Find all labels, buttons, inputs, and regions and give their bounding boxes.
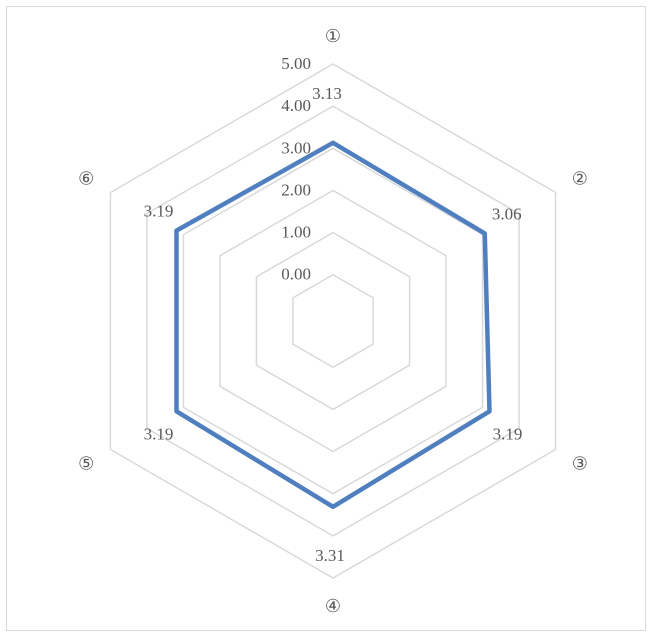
category-label: ⑤ <box>78 454 94 474</box>
grid-ring-4 <box>146 105 520 537</box>
grid-ring-1 <box>255 231 411 411</box>
category-label: ④ <box>325 596 341 616</box>
series-line <box>174 140 492 510</box>
grid-ring-2 <box>219 189 447 453</box>
data-label: 3.19 <box>144 424 174 443</box>
category-label: ① <box>325 26 341 46</box>
tick-label: 3.00 <box>281 138 311 157</box>
data-label: 3.19 <box>144 202 174 221</box>
category-label-layer: ① ② ③ ④ ⑤ ⑥ <box>78 26 588 616</box>
tick-label: 0.00 <box>281 265 311 284</box>
tick-label: 1.00 <box>281 223 311 242</box>
tick-label: 4.00 <box>281 96 311 115</box>
grid-layer <box>109 63 557 579</box>
category-label: ② <box>572 169 588 189</box>
tick-label: 2.00 <box>281 180 311 199</box>
grid-ring-5 <box>109 63 557 579</box>
data-label: 3.13 <box>312 84 342 103</box>
grid-ring-0 <box>292 273 374 369</box>
data-label: 3.06 <box>492 204 522 223</box>
data-label: 3.31 <box>315 546 345 565</box>
series-layer <box>174 140 492 510</box>
tick-label: 5.00 <box>281 54 311 73</box>
category-label: ⑥ <box>78 169 94 189</box>
category-label: ③ <box>572 454 588 474</box>
data-label-layer: 3.13 3.06 3.19 3.31 3.19 3.19 <box>144 84 523 565</box>
tick-label-layer: 0.00 1.00 2.00 3.00 4.00 5.00 <box>281 54 311 284</box>
data-label: 3.19 <box>493 424 523 443</box>
